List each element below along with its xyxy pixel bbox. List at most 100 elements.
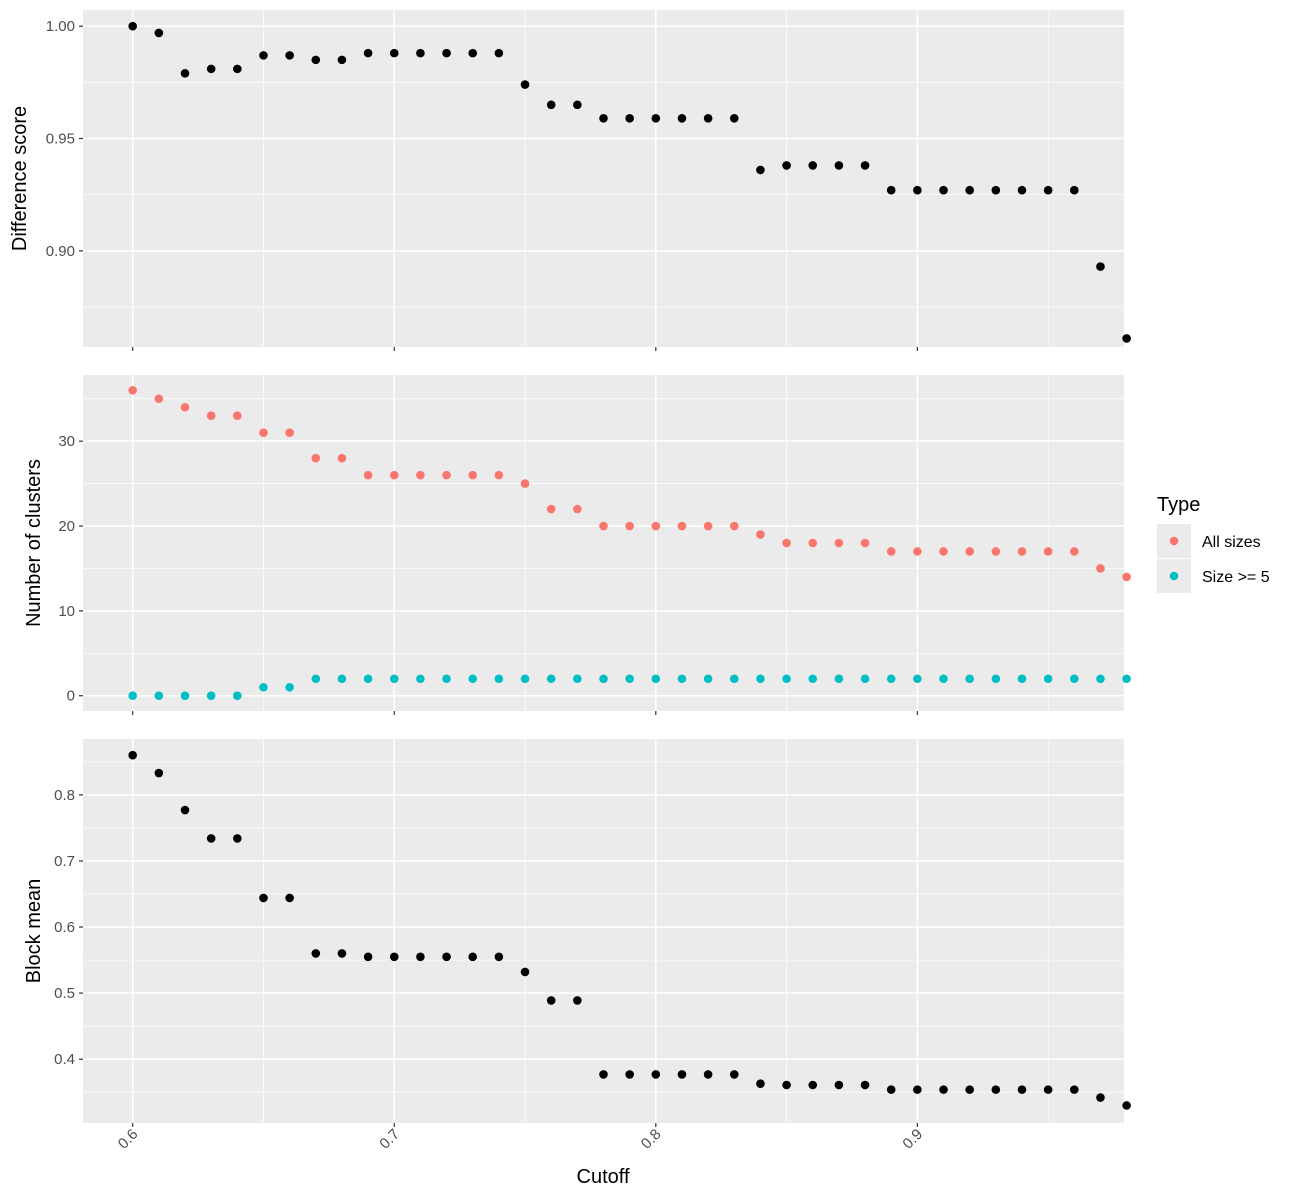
- point-difference: [913, 185, 922, 195]
- point-difference: [1070, 185, 1079, 195]
- point-all-sizes: [808, 538, 818, 548]
- y-tick-label: 30: [58, 433, 75, 450]
- point-size-5: [913, 674, 922, 684]
- point-blockmean: [703, 1070, 713, 1079]
- point-blockmean: [834, 1080, 844, 1090]
- panel-background: [83, 10, 1124, 347]
- point-size-5: [389, 674, 399, 684]
- point-difference: [180, 69, 190, 78]
- legend-label-size-5: Size >= 5: [1202, 569, 1270, 586]
- point-size-5: [651, 674, 661, 684]
- point-size-5: [468, 674, 478, 684]
- point-difference: [311, 55, 321, 65]
- point-size-5: [520, 674, 530, 684]
- point-size-5: [860, 674, 870, 684]
- point-all-sizes: [782, 538, 791, 548]
- point-all-sizes: [703, 521, 713, 531]
- point-difference: [965, 185, 974, 195]
- point-all-sizes: [311, 453, 321, 463]
- y-tick-label: 0: [67, 688, 75, 705]
- point-difference: [337, 55, 347, 65]
- point-difference: [442, 48, 451, 58]
- legend-key-all-sizes: [1169, 536, 1179, 546]
- point-blockmean: [468, 952, 478, 962]
- point-all-sizes: [259, 428, 268, 437]
- point-all-sizes: [599, 521, 608, 531]
- point-size-5: [128, 691, 137, 701]
- point-size-5: [180, 691, 190, 701]
- point-blockmean: [206, 834, 216, 843]
- x-tick-label: 0.7: [376, 1126, 403, 1153]
- point-blockmean: [782, 1080, 791, 1090]
- point-all-sizes: [546, 504, 556, 514]
- point-blockmean: [520, 967, 530, 977]
- point-blockmean: [180, 805, 190, 815]
- point-size-5: [939, 674, 948, 684]
- x-axis-title: Cutoff: [577, 1166, 630, 1188]
- point-blockmean: [729, 1070, 739, 1079]
- point-difference: [808, 161, 818, 170]
- point-difference: [468, 48, 478, 58]
- point-size-5: [233, 691, 242, 701]
- point-blockmean: [913, 1085, 922, 1094]
- point-size-5: [442, 674, 451, 684]
- point-blockmean: [311, 949, 321, 958]
- y-axis-title: Difference score: [9, 106, 31, 251]
- point-blockmean: [389, 952, 399, 962]
- point-all-sizes: [1122, 572, 1131, 582]
- panel-background: [83, 375, 1124, 711]
- point-difference: [1017, 185, 1027, 195]
- point-blockmean: [625, 1070, 634, 1079]
- point-size-5: [729, 674, 739, 684]
- point-difference: [625, 113, 634, 123]
- point-all-sizes: [913, 547, 922, 556]
- y-tick-label: 0.6: [54, 919, 75, 936]
- point-all-sizes: [939, 547, 948, 556]
- point-difference: [416, 48, 425, 58]
- point-size-5: [834, 674, 844, 684]
- point-size-5: [154, 691, 164, 701]
- point-difference: [128, 21, 137, 31]
- point-size-5: [494, 674, 504, 684]
- y-axis-title: Number of clusters: [23, 459, 45, 627]
- point-blockmean: [285, 893, 294, 903]
- x-tick-label: 0.6: [115, 1126, 142, 1153]
- point-size-5: [259, 682, 268, 692]
- point-size-5: [206, 691, 216, 701]
- point-size-5: [756, 674, 765, 684]
- point-all-sizes: [677, 521, 687, 531]
- point-difference: [233, 64, 242, 74]
- point-blockmean: [991, 1085, 1001, 1094]
- point-all-sizes: [834, 538, 844, 548]
- y-tick-label: 0.8: [54, 787, 75, 804]
- point-all-sizes: [756, 530, 765, 539]
- point-difference: [154, 28, 164, 38]
- point-blockmean: [259, 893, 268, 903]
- point-difference: [1122, 334, 1131, 343]
- point-blockmean: [939, 1085, 948, 1094]
- point-all-sizes: [1017, 547, 1027, 556]
- point-difference: [834, 161, 844, 170]
- point-all-sizes: [494, 470, 504, 480]
- panel-clusters: 0 10 20 30 Number of clusters: [23, 375, 1131, 715]
- point-blockmean: [808, 1080, 818, 1090]
- point-size-5: [573, 674, 582, 684]
- y-tick-label: 0.95: [46, 131, 75, 148]
- point-size-5: [1070, 674, 1079, 684]
- point-size-5: [965, 674, 974, 684]
- point-blockmean: [494, 952, 504, 962]
- panel-difference: 0.90 0.95 1.00 Difference score: [9, 10, 1131, 351]
- y-tick-label: 0.4: [54, 1051, 75, 1068]
- point-difference: [860, 161, 870, 170]
- point-difference: [729, 113, 739, 123]
- point-all-sizes: [886, 547, 896, 556]
- point-all-sizes: [180, 402, 190, 412]
- point-difference: [782, 161, 791, 170]
- point-size-5: [991, 674, 1001, 684]
- point-blockmean: [965, 1085, 974, 1094]
- point-size-5: [808, 674, 818, 684]
- point-size-5: [886, 674, 896, 684]
- point-blockmean: [756, 1079, 765, 1088]
- point-all-sizes: [233, 411, 242, 421]
- point-blockmean: [233, 834, 242, 843]
